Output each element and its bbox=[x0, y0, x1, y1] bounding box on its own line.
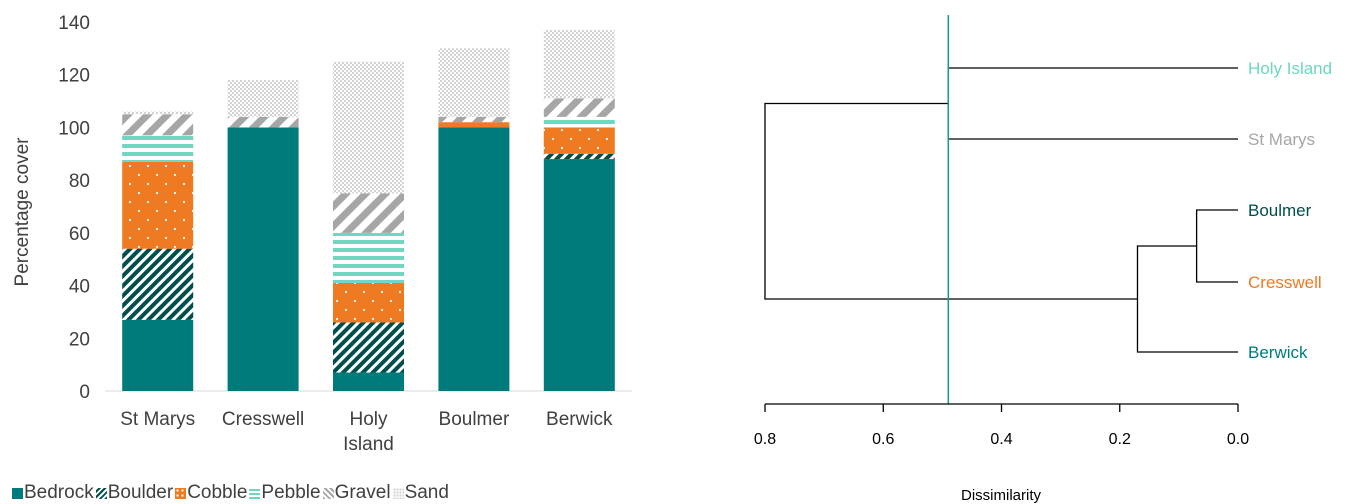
bar-segment-gravel bbox=[122, 114, 194, 136]
leaf-label-cresswell: Cresswell bbox=[1248, 273, 1322, 292]
bar-segment-boulder bbox=[122, 248, 194, 320]
x-tick-label: 0.6 bbox=[872, 431, 894, 448]
leaf-label-berwick: Berwick bbox=[1248, 343, 1308, 362]
bar-segment-sand bbox=[122, 111, 194, 115]
bar-segment-sand bbox=[333, 61, 404, 194]
bar-segment-gravel bbox=[438, 116, 510, 123]
dendrogram: Holy Island St Marys Boulmer Cresswell Berwi… bbox=[754, 15, 1332, 504]
bar-segment-bedrock bbox=[543, 159, 615, 391]
bar-segment-sand bbox=[227, 79, 299, 117]
bar-segment-bedrock bbox=[333, 372, 404, 391]
bar-segment-bedrock bbox=[227, 127, 299, 391]
y-tick-label: 120 bbox=[58, 66, 90, 87]
bar-segment-pebble bbox=[122, 135, 194, 162]
x-tick-label: Holy Island bbox=[343, 409, 394, 455]
y-tick-label: 100 bbox=[58, 118, 90, 139]
legend-item-sand: Sand bbox=[392, 482, 449, 504]
x-tick-label: 0.0 bbox=[1227, 431, 1249, 448]
x-axis-title: Dissimilarity bbox=[961, 487, 1041, 504]
y-axis-title: Percentage cover bbox=[12, 137, 33, 287]
bar-segment-cobble bbox=[122, 161, 194, 249]
bar-segment-cobble bbox=[438, 122, 510, 128]
legend-label: Boulder bbox=[107, 482, 174, 503]
legend-label: Bedrock bbox=[24, 482, 94, 503]
dendrogram-link bbox=[947, 67, 1238, 140]
x-axis: St Marys Cresswell Holy Island Boulmer Berwic… bbox=[120, 409, 613, 455]
leaf-label-st-marys: St Marys bbox=[1248, 130, 1315, 149]
x-tick-label: 0.8 bbox=[754, 431, 776, 448]
y-tick-label: 60 bbox=[69, 224, 90, 245]
dendrogram-links bbox=[764, 67, 1238, 353]
legend-item-pebble: Pebble bbox=[249, 482, 321, 504]
bar-segment-boulder bbox=[543, 153, 615, 160]
bar-segment-gravel bbox=[227, 116, 299, 128]
x-tick-label: St Marys bbox=[120, 409, 195, 430]
y-tick-label: 20 bbox=[69, 329, 90, 350]
legend-swatch bbox=[249, 487, 261, 499]
bar-segment-bedrock bbox=[438, 127, 510, 391]
y-tick-label: 140 bbox=[58, 13, 90, 34]
legend-label: Sand bbox=[404, 482, 449, 503]
bar-segment-gravel bbox=[543, 98, 615, 117]
dendrogram-link bbox=[1195, 209, 1238, 283]
dissimilarity-axis: 0.8 0.6 0.4 0.2 0.0 bbox=[754, 403, 1249, 448]
legend-label: Pebble bbox=[261, 482, 321, 503]
legend-swatch bbox=[12, 487, 23, 499]
x-tick-label: Boulmer bbox=[439, 409, 510, 430]
legend-item-boulder: Boulder bbox=[95, 482, 174, 504]
leaf-label-holy-island: Holy Island bbox=[1248, 59, 1332, 78]
bar-segment-sand bbox=[438, 48, 510, 117]
legend: Bedrock Boulder Cobble Pebble Gravel Sand bbox=[12, 482, 451, 504]
dendrogram-leaf-labels: Holy Island St Marys Boulmer Cresswell Berwi… bbox=[1248, 59, 1332, 362]
legend-item-gravel: Gravel bbox=[322, 482, 391, 504]
x-tick-label: Berwick bbox=[546, 409, 613, 430]
bar-segment-cobble bbox=[543, 127, 615, 154]
legend-swatch bbox=[175, 487, 187, 499]
dendrogram-link bbox=[764, 102, 1138, 300]
bar-segment-pebble bbox=[333, 232, 404, 283]
bar-segment-pebble bbox=[543, 116, 615, 128]
bar-segment-boulder bbox=[333, 322, 404, 373]
legend-swatch bbox=[95, 487, 107, 499]
legend-item-bedrock: Bedrock bbox=[12, 482, 94, 504]
x-tick-label: Cresswell bbox=[222, 409, 304, 430]
bar-chart: 0 20 40 60 80 100 120 140 St Marys Cresswell Holy… bbox=[12, 13, 632, 455]
y-axis: 0 20 40 60 80 100 120 140 bbox=[58, 13, 90, 403]
x-tick-label: 0.2 bbox=[1109, 431, 1131, 448]
y-tick-label: 40 bbox=[69, 277, 90, 298]
legend-label: Cobble bbox=[187, 482, 248, 503]
x-tick-label: 0.4 bbox=[990, 431, 1012, 448]
dendrogram-link bbox=[1136, 245, 1238, 353]
legend-item-cobble: Cobble bbox=[175, 482, 247, 504]
bar-segment-bedrock bbox=[122, 319, 194, 391]
bar-segment-cobble bbox=[333, 282, 404, 323]
legend-swatch bbox=[322, 487, 334, 499]
y-tick-label: 80 bbox=[69, 171, 90, 192]
bar-segment-sand bbox=[543, 29, 615, 99]
legend-label: Gravel bbox=[334, 482, 391, 503]
bar-segment-gravel bbox=[333, 193, 404, 233]
y-tick-label: 0 bbox=[79, 382, 90, 403]
leaf-label-boulmer: Boulmer bbox=[1248, 201, 1312, 220]
bar-segments bbox=[122, 29, 615, 391]
legend-swatch bbox=[392, 487, 404, 499]
